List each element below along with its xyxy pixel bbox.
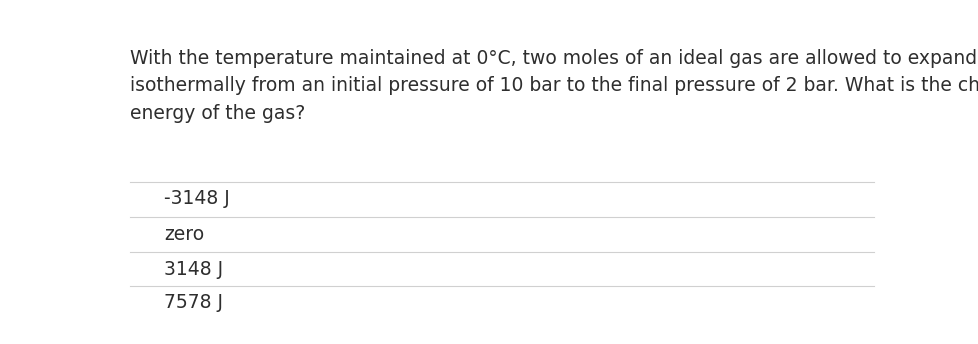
Text: zero: zero xyxy=(164,225,204,244)
Text: -3148 J: -3148 J xyxy=(164,190,230,208)
Text: With the temperature maintained at 0°C, two moles of an ideal gas are allowed to: With the temperature maintained at 0°C, … xyxy=(130,49,978,123)
Text: 3148 J: 3148 J xyxy=(164,260,223,279)
Text: 7578 J: 7578 J xyxy=(164,293,223,312)
